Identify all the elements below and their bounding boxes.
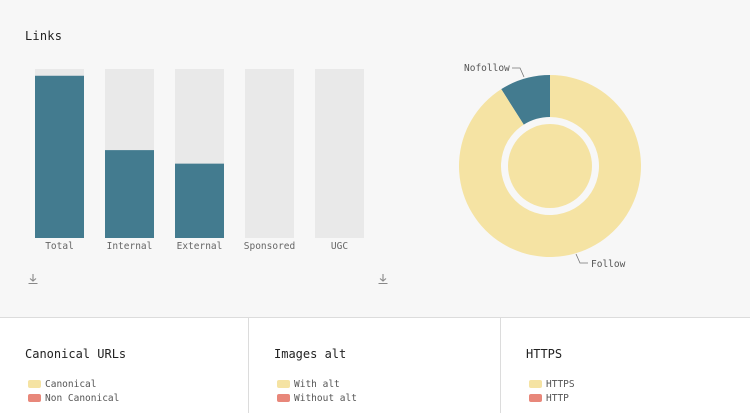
links-panel: Links Total Internal External Sponsored UGC … <box>0 29 750 318</box>
tick-label: Sponsored <box>244 241 295 252</box>
donut-center <box>508 124 592 208</box>
legend-swatch <box>277 394 290 402</box>
card-canonical-urls: Canonical URLs Canonical Non Canonical <box>0 318 249 413</box>
leader-line <box>575 253 588 264</box>
links-title: Links <box>25 29 63 43</box>
tick-label: UGC <box>331 241 348 252</box>
download-icon[interactable] <box>27 273 39 285</box>
tick-label: External <box>177 241 223 252</box>
legend-label: HTTPS <box>546 378 575 390</box>
tick-label: Internal <box>107 241 153 252</box>
follow-donut-chart: Nofollow Follow <box>458 63 642 270</box>
slice-nofollow[interactable] <box>501 75 550 125</box>
bar-internal[interactable] <box>105 150 154 238</box>
summary-cards: Canonical URLs Canonical Non Canonical I… <box>0 318 750 413</box>
legend-swatch <box>28 394 41 402</box>
slice-label-nofollow: Nofollow <box>464 63 510 74</box>
legend-swatch <box>28 380 41 388</box>
legend-label: HTTP <box>546 392 569 404</box>
legend-swatch <box>529 394 542 402</box>
legend-label: With alt <box>294 378 340 390</box>
legend-label: Canonical <box>45 378 97 390</box>
card-title: Images alt <box>274 347 347 361</box>
bar-total[interactable] <box>35 75 84 238</box>
legend-item-non-canonical[interactable]: Non Canonical <box>25 391 248 405</box>
legend-item-without-alt[interactable]: Without alt <box>274 391 500 405</box>
tick-label: Total <box>45 241 74 252</box>
legend-item-https[interactable]: HTTPS <box>526 377 750 391</box>
legend-swatch <box>277 380 290 388</box>
card-images-alt: Images alt With alt Without alt <box>249 318 501 413</box>
links-bar-chart: Total Internal External Sponsored UGC <box>35 69 364 252</box>
bar-track <box>245 69 294 238</box>
card-title: Canonical URLs <box>25 347 127 361</box>
legend-item-canonical[interactable]: Canonical <box>25 377 248 391</box>
bar-track <box>315 69 364 238</box>
slice-follow[interactable] <box>458 75 642 257</box>
download-icon[interactable] <box>377 273 389 285</box>
bar-external[interactable] <box>175 163 224 238</box>
leader-line <box>512 67 525 78</box>
legend-item-http[interactable]: HTTP <box>526 391 750 405</box>
legend-label: Non Canonical <box>45 392 120 404</box>
legend-swatch <box>529 380 542 388</box>
legend-label: Without alt <box>294 392 357 404</box>
slice-label-follow: Follow <box>591 259 626 270</box>
card-title: HTTPS <box>526 347 563 361</box>
card-https: HTTPS HTTPS HTTP <box>501 318 750 413</box>
legend-item-with-alt[interactable]: With alt <box>274 377 500 391</box>
